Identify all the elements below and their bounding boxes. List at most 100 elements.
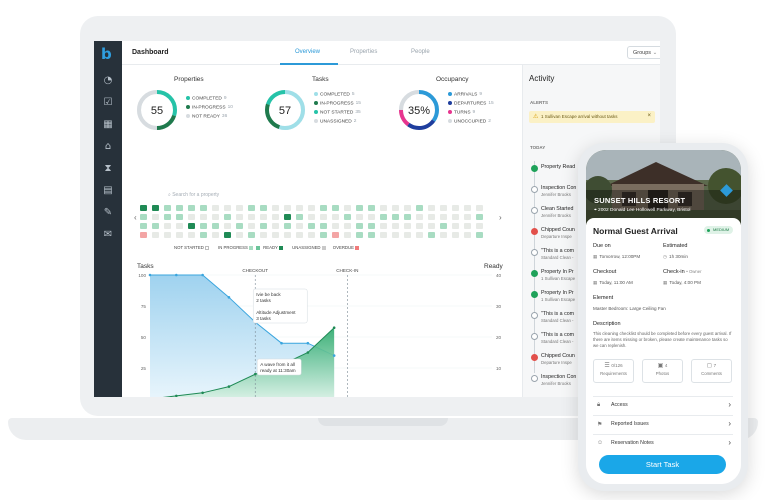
heatmap-cell[interactable] xyxy=(392,232,399,238)
heatmap-cell[interactable] xyxy=(344,214,351,220)
heatmap-cell[interactable] xyxy=(356,232,363,238)
heatmap-cell[interactable] xyxy=(392,223,399,229)
heatmap-cell[interactable] xyxy=(212,223,219,229)
heatmap-cell[interactable] xyxy=(368,205,375,211)
heatmap-cell[interactable] xyxy=(464,205,471,211)
heatmap-cell[interactable] xyxy=(248,232,255,238)
heatmap-cell[interactable] xyxy=(260,223,267,229)
tasks-point[interactable] xyxy=(175,273,178,277)
tasks-point[interactable] xyxy=(148,273,152,277)
heatmap-cell[interactable] xyxy=(188,223,195,229)
heatmap-cell[interactable] xyxy=(320,232,327,238)
heatmap-cell[interactable] xyxy=(440,223,447,229)
heatmap-cell[interactable] xyxy=(272,214,279,220)
heatmap-prev-arrow[interactable]: ‹ xyxy=(134,213,137,222)
heatmap-cell[interactable] xyxy=(464,223,471,229)
tasks-point[interactable] xyxy=(280,341,283,345)
heatmap-cell[interactable] xyxy=(416,232,423,238)
heatmap-cell[interactable] xyxy=(212,232,219,238)
heatmap-cell[interactable] xyxy=(368,214,375,220)
chat-icon[interactable]: ✉ xyxy=(103,229,113,240)
heatmap-cell[interactable] xyxy=(428,223,435,229)
heatmap-cell[interactable] xyxy=(308,223,315,229)
ready-point[interactable] xyxy=(201,391,204,395)
heatmap-cell[interactable] xyxy=(452,223,459,229)
heatmap-cell[interactable] xyxy=(452,214,459,220)
heatmap-cell[interactable] xyxy=(248,214,255,220)
heatmap-cell[interactable] xyxy=(272,205,279,211)
start-task-button[interactable]: Start Task xyxy=(599,455,726,474)
heatmap-cell[interactable] xyxy=(272,223,279,229)
ready-point[interactable] xyxy=(253,372,257,376)
heatmap-cell[interactable] xyxy=(404,223,411,229)
heatmap-cell[interactable] xyxy=(200,232,207,238)
heatmap-cell[interactable] xyxy=(296,223,303,229)
close-icon[interactable]: × xyxy=(647,113,651,119)
heatmap-cell[interactable] xyxy=(356,205,363,211)
heatmap-cell[interactable] xyxy=(452,232,459,238)
heatmap-cell[interactable] xyxy=(224,223,231,229)
heatmap-cell[interactable] xyxy=(476,223,483,229)
heatmap-cell[interactable] xyxy=(308,232,315,238)
heatmap-cell[interactable] xyxy=(200,214,207,220)
heatmap-cell[interactable] xyxy=(368,223,375,229)
heatmap-cell[interactable] xyxy=(320,223,327,229)
heatmap-cell[interactable] xyxy=(284,223,291,229)
heatmap-cell[interactable] xyxy=(188,232,195,238)
heatmap-cell[interactable] xyxy=(188,214,195,220)
heatmap-cell[interactable] xyxy=(332,214,339,220)
property-search[interactable]: ⌕ Search for a property xyxy=(168,192,219,198)
heatmap-cell[interactable] xyxy=(164,223,171,229)
heatmap-cell[interactable] xyxy=(260,205,267,211)
heatmap-cell[interactable] xyxy=(260,214,267,220)
access-row[interactable]: 🔒︎ Access › xyxy=(593,396,733,414)
heatmap-cell[interactable] xyxy=(404,205,411,211)
heatmap-cell[interactable] xyxy=(200,205,207,211)
heatmap-cell[interactable] xyxy=(392,205,399,211)
heatmap-cell[interactable] xyxy=(440,205,447,211)
heatmap-cell[interactable] xyxy=(140,223,147,229)
heatmap-cell[interactable] xyxy=(176,223,183,229)
ready-point[interactable] xyxy=(175,394,178,397)
heatmap-cell[interactable] xyxy=(368,232,375,238)
heatmap-next-arrow[interactable]: › xyxy=(499,213,502,222)
heatmap-cell[interactable] xyxy=(404,214,411,220)
tasks-point[interactable] xyxy=(201,273,204,277)
heatmap-cell[interactable] xyxy=(164,214,171,220)
comments-tile[interactable]: ◻ 7 Comments xyxy=(691,359,732,383)
heatmap-cell[interactable] xyxy=(332,232,339,238)
heatmap-cell[interactable] xyxy=(224,214,231,220)
photos-tile[interactable]: ▣ 4 Photos xyxy=(642,359,683,383)
requirements-tile[interactable]: ☰ 0/126 Requirements xyxy=(593,359,634,383)
heatmap-cell[interactable] xyxy=(308,214,315,220)
heatmap-cell[interactable] xyxy=(476,214,483,220)
heatmap-cell[interactable] xyxy=(236,223,243,229)
heatmap-cell[interactable] xyxy=(344,205,351,211)
heatmap-cell[interactable] xyxy=(236,232,243,238)
groups-dropdown[interactable]: Groups ⌄ xyxy=(627,46,660,59)
heatmap-cell[interactable] xyxy=(356,214,363,220)
heatmap-cell[interactable] xyxy=(260,232,267,238)
heatmap-cell[interactable] xyxy=(464,232,471,238)
heatmap-cell[interactable] xyxy=(404,232,411,238)
heatmap-cell[interactable] xyxy=(164,232,171,238)
ready-point[interactable] xyxy=(332,326,336,329)
hourglass-icon[interactable]: ⧗ xyxy=(104,163,112,174)
calendar-icon[interactable]: ▦ xyxy=(103,119,113,130)
home-icon[interactable]: ⌂ xyxy=(104,141,112,152)
tab-people[interactable]: People xyxy=(411,49,430,55)
heatmap-cell[interactable] xyxy=(452,205,459,211)
heatmap-cell[interactable] xyxy=(296,214,303,220)
tab-properties[interactable]: Properties xyxy=(350,49,378,55)
clipboard-icon[interactable]: ▤ xyxy=(103,185,113,196)
heatmap-cell[interactable] xyxy=(332,223,339,229)
heatmap-cell[interactable] xyxy=(356,223,363,229)
wrench-icon[interactable]: ✎ xyxy=(103,207,113,218)
heatmap-cell[interactable] xyxy=(236,205,243,211)
heatmap-cell[interactable] xyxy=(284,232,291,238)
heatmap-cell[interactable] xyxy=(476,232,483,238)
heatmap-cell[interactable] xyxy=(272,232,279,238)
heatmap-cell[interactable] xyxy=(284,205,291,211)
heatmap-cell[interactable] xyxy=(152,214,159,220)
tasks-point[interactable] xyxy=(306,341,310,345)
